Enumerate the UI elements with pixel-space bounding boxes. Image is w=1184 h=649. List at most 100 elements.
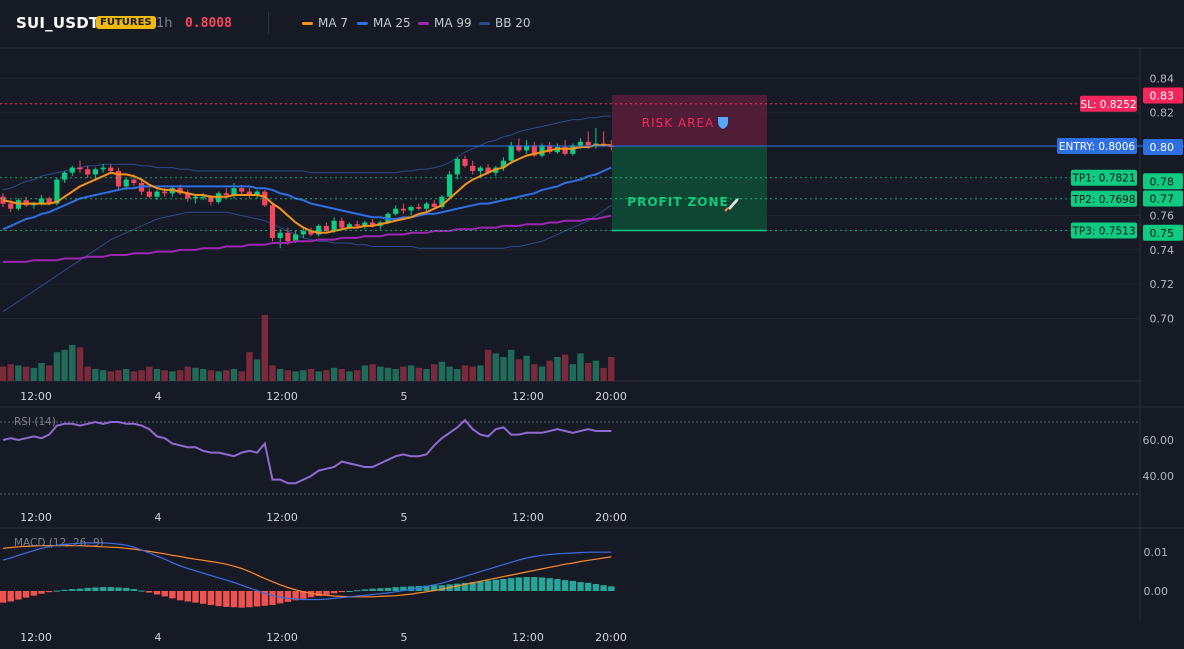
- candle-body: [346, 224, 353, 228]
- macd-histogram-bar: [22, 591, 30, 598]
- candle-body: [562, 147, 568, 154]
- volume-bar: [446, 366, 453, 381]
- volume-bar: [130, 371, 138, 381]
- volume-bar: [354, 370, 361, 381]
- macd-histogram-bar: [169, 591, 176, 599]
- take-profit-1-tag-label: TP1: 0.7821: [1071, 173, 1135, 185]
- candle-body: [477, 167, 483, 172]
- macd-signal-line: [2, 544, 612, 598]
- price-axis-label: 0.76: [1150, 210, 1175, 223]
- macd-histogram-bar: [200, 591, 207, 604]
- macd-histogram-bar: [384, 587, 392, 591]
- ma99-line: [3, 214, 612, 263]
- volume-bar: [508, 349, 515, 381]
- legend-bb20[interactable]: BB 20: [479, 16, 531, 30]
- volume-bar: [377, 366, 384, 381]
- legend-bb20-label: BB 20: [495, 16, 531, 30]
- last-price: 0.8008: [185, 16, 232, 31]
- price-axis-label: 0.83: [1150, 90, 1175, 103]
- legend-ma25[interactable]: MA 25: [357, 16, 411, 30]
- macd-histogram-bar: [92, 587, 99, 591]
- volume-bar: [477, 365, 484, 381]
- macd-histogram-bar: [76, 588, 84, 591]
- candle-body: [269, 205, 276, 238]
- entry-tag[interactable]: [1057, 137, 1137, 154]
- macd-histogram-bar: [423, 585, 430, 591]
- macd-histogram-bar: [138, 590, 145, 592]
- time-axis-label: 12:00: [20, 390, 52, 403]
- candle-body: [92, 169, 98, 175]
- macd-histogram-bar: [392, 587, 399, 591]
- candle-body: [508, 145, 514, 161]
- volume-bar: [438, 361, 446, 381]
- chart-header: SUI_USDT FUTURES 1h 0.8008 MA 7 MA 25 MA…: [0, 0, 1184, 48]
- candle-body: [485, 167, 491, 173]
- time-axis-label: 12:00: [20, 631, 52, 644]
- symbol-label[interactable]: SUI_USDT: [16, 14, 100, 32]
- macd-histogram-bar: [269, 591, 276, 605]
- macd-histogram-bar: [569, 580, 576, 591]
- time-axis-label: 20:00: [595, 390, 627, 403]
- candle-body: [108, 167, 114, 172]
- candle-body: [208, 196, 214, 202]
- candle-body: [154, 191, 160, 197]
- price-axis-label: 0.75: [1150, 227, 1175, 240]
- volume-bar: [123, 369, 130, 381]
- macd-histogram-bar: [15, 591, 22, 600]
- candle-body: [308, 231, 314, 235]
- rsi-axis-label: 60.00: [1143, 434, 1175, 447]
- macd-histogram-bar: [461, 582, 469, 591]
- stop-loss-tag[interactable]: [1080, 95, 1137, 112]
- macd-histogram-bar: [246, 591, 253, 608]
- candle-body: [223, 193, 229, 196]
- take-profit-3-tag-label: TP3: 0.7513: [1071, 226, 1135, 238]
- candle-body: [339, 220, 345, 228]
- macd-histogram-bar: [130, 589, 138, 591]
- macd-histogram-bar: [153, 591, 161, 595]
- volume-bar: [415, 367, 422, 381]
- macd-histogram-bar: [7, 591, 14, 602]
- entry-tag-label: ENTRY: 0.8006: [1059, 141, 1135, 153]
- volume-bar: [277, 369, 284, 381]
- take-profit-3-tag[interactable]: [1071, 222, 1137, 239]
- volume-bar: [523, 355, 530, 381]
- macd-histogram-bar: [546, 578, 553, 591]
- candle-body: [239, 188, 245, 192]
- candle-body: [69, 167, 75, 173]
- macd-histogram-bar: [523, 577, 530, 591]
- volume-bar: [300, 370, 307, 381]
- time-axis-label: 12:00: [512, 511, 544, 524]
- volume-bar: [554, 357, 561, 381]
- time-axis-label: 12:00: [266, 390, 298, 403]
- macd-histogram-bar: [238, 591, 245, 608]
- candle-body: [362, 222, 368, 226]
- legend-ma99[interactable]: MA 99: [418, 16, 472, 30]
- candle-body: [393, 208, 399, 214]
- macd-histogram-bar: [38, 591, 45, 594]
- volume-bar: [246, 352, 253, 381]
- candle-body: [123, 179, 129, 187]
- legend-ma7[interactable]: MA 7: [302, 16, 348, 30]
- macd-line: [2, 542, 612, 601]
- macd-histogram-bar: [469, 582, 476, 591]
- macd-histogram-bar: [161, 591, 168, 597]
- volume-bar: [0, 366, 7, 381]
- macd-axis-label: 0.00: [1144, 585, 1169, 598]
- take-profit-1-tag[interactable]: [1071, 169, 1137, 186]
- take-profit-2-tag[interactable]: [1071, 190, 1137, 207]
- volume-bar: [592, 360, 600, 381]
- volume-bar: [176, 370, 184, 381]
- macd-histogram-bar: [284, 591, 292, 602]
- macd-histogram-bar: [61, 589, 68, 591]
- time-axis-label: 5: [401, 631, 408, 644]
- time-axis-label: 12:00: [20, 511, 52, 524]
- macd-histogram-bar: [431, 585, 438, 591]
- candle-body: [115, 171, 122, 187]
- volume-bar: [107, 371, 114, 381]
- timeframe-label[interactable]: 1h: [156, 16, 173, 31]
- candle-body: [85, 169, 91, 175]
- price-axis-label: 0.70: [1150, 313, 1175, 326]
- volume-bar: [161, 370, 168, 381]
- futures-badge: FUTURES: [96, 16, 156, 29]
